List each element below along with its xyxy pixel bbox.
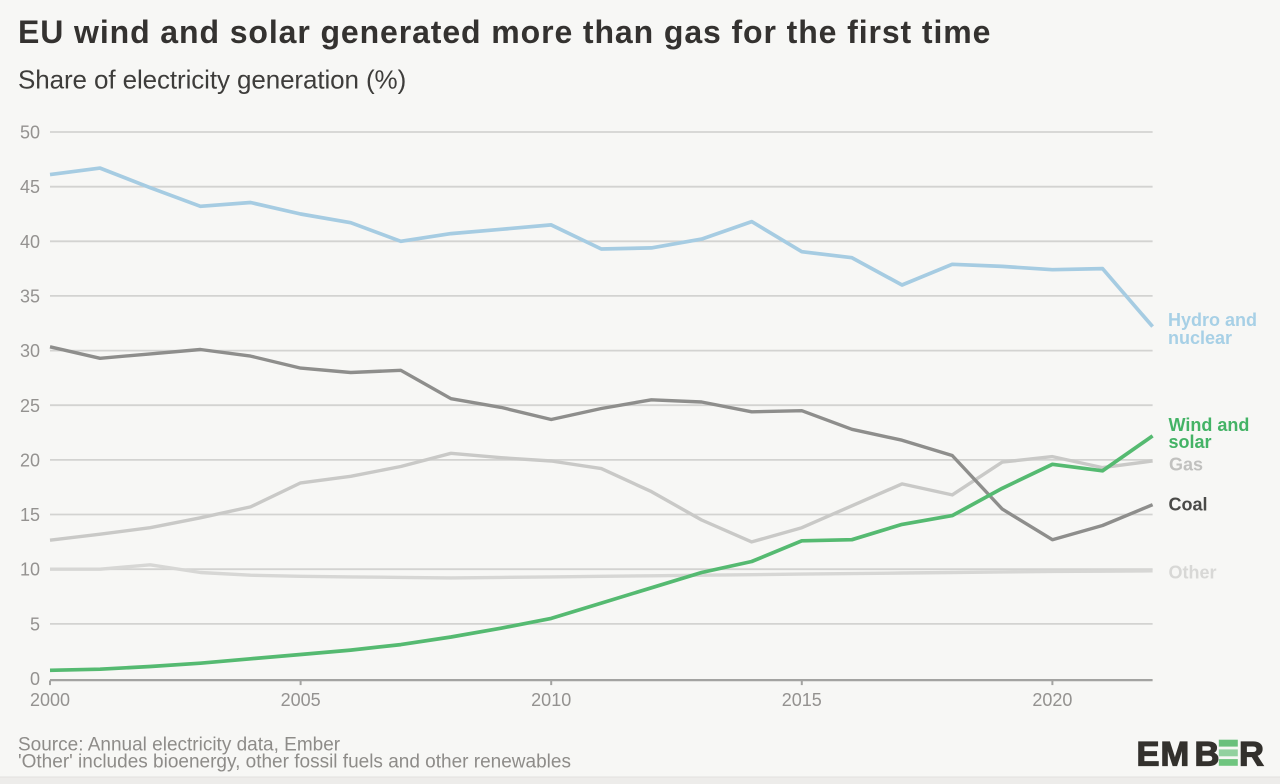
svg-text:25: 25 <box>20 396 40 416</box>
svg-text:45: 45 <box>20 177 40 197</box>
svg-text:2010: 2010 <box>531 690 571 710</box>
svg-text:40: 40 <box>20 232 40 252</box>
svg-text:Other: Other <box>1169 563 1217 583</box>
svg-text:35: 35 <box>20 286 40 306</box>
svg-text:Hydro and: Hydro and <box>1168 310 1257 330</box>
svg-text:M: M <box>1161 736 1190 774</box>
svg-text:5: 5 <box>30 614 40 634</box>
svg-text:0: 0 <box>30 669 40 689</box>
svg-text:10: 10 <box>20 560 40 580</box>
svg-text:2005: 2005 <box>281 690 321 710</box>
svg-text:2000: 2000 <box>30 690 70 710</box>
svg-text:20: 20 <box>20 450 40 470</box>
svg-text:Wind and: Wind and <box>1169 415 1250 435</box>
svg-text:nuclear: nuclear <box>1168 328 1232 348</box>
svg-text:EU wind and solar generated mo: EU wind and solar generated more than ga… <box>18 14 991 50</box>
svg-text:Source: Annual electricity dat: Source: Annual electricity data, Ember <box>18 735 341 756</box>
svg-text:2020: 2020 <box>1032 690 1072 710</box>
svg-text:solar: solar <box>1169 432 1212 452</box>
svg-text:Coal: Coal <box>1169 495 1208 515</box>
svg-text:Share of electricity generatio: Share of electricity generation (%) <box>18 65 406 95</box>
svg-text:E: E <box>1137 736 1160 774</box>
svg-text:Gas: Gas <box>1169 455 1203 475</box>
svg-text:50: 50 <box>20 123 40 143</box>
svg-text:15: 15 <box>20 505 40 525</box>
svg-text:'Other' includes bioenergy, ot: 'Other' includes bioenergy, other fossil… <box>18 752 571 773</box>
svg-text:30: 30 <box>20 341 40 361</box>
svg-text:R: R <box>1239 736 1264 774</box>
svg-text:2015: 2015 <box>782 690 822 710</box>
svg-text:B: B <box>1195 736 1220 774</box>
